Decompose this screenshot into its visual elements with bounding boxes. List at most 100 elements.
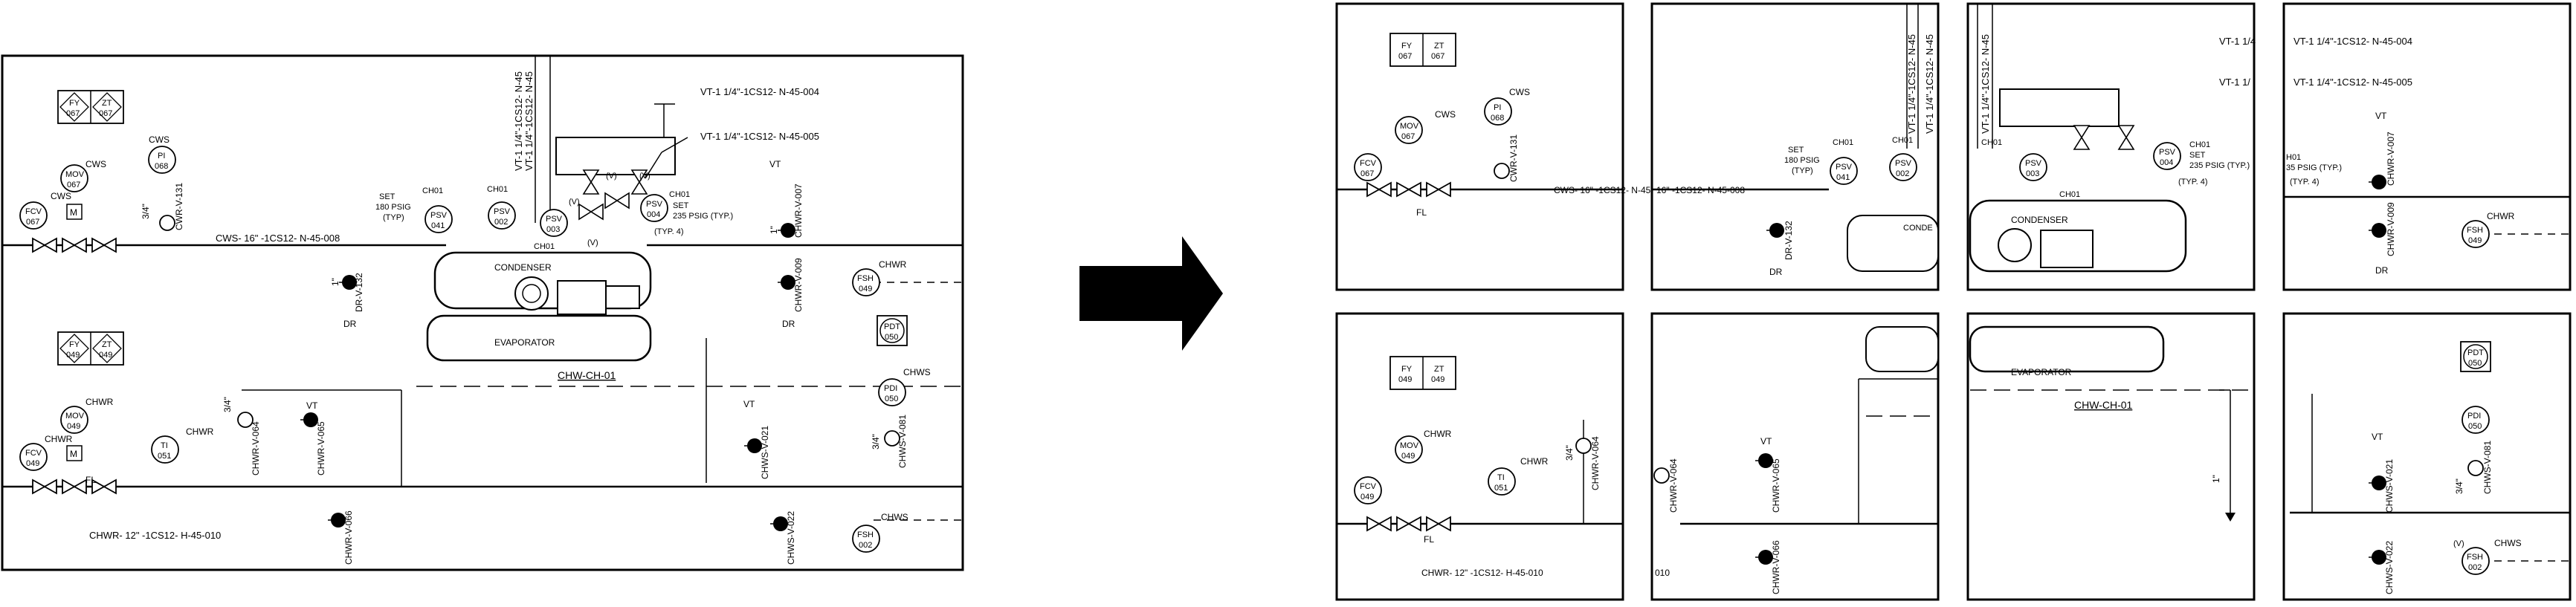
svg-text:068: 068 — [155, 162, 168, 171]
psv-tag: 004 — [2160, 158, 2173, 167]
svg-text:PI: PI — [158, 152, 165, 160]
set-note: 235 PSIG (TYP.) — [673, 212, 733, 221]
psv-label: PSV — [1895, 159, 1912, 168]
svg-text:ZT: ZT — [102, 99, 112, 108]
valve-tag: CHWS-V-022 — [786, 511, 796, 565]
vent-mark: (V) — [2453, 539, 2464, 548]
vt-line-label: VT-1 1/4"-1CS12- N-45-005 — [2293, 77, 2412, 88]
chws-label: CHWS — [903, 367, 931, 377]
valve-tag: CWR-V-131 — [174, 183, 184, 230]
right-arrow-icon — [1079, 236, 1223, 351]
ch01-label: CH01 — [422, 186, 443, 195]
vt-label: VT — [743, 399, 755, 409]
svg-text:FY: FY — [69, 99, 80, 108]
ch01-label: CH01 — [534, 242, 555, 251]
tile-5: FY 049 ZT 049 MOV 049 FCV 049 TI 051 CHWR C… — [1335, 312, 1624, 601]
fcv-tag: 049 — [1360, 493, 1374, 501]
pi-label: PI — [1494, 103, 1501, 112]
condenser-label: CONDE — [1903, 224, 1933, 233]
svg-text:067: 067 — [66, 109, 80, 118]
svg-text:PSV: PSV — [646, 200, 663, 209]
chws-label: CHWS — [881, 512, 908, 522]
cws-label: CWS — [85, 159, 106, 169]
valve-tag: CHWR-V-066 — [343, 510, 354, 565]
fsh-tag: 002 — [2468, 563, 2482, 572]
chwr-label: CHWR — [1424, 429, 1452, 439]
valve-tag: CHWR-V-065 — [1771, 458, 1781, 513]
psv-tag: 002 — [1896, 169, 1909, 178]
svg-text:067: 067 — [26, 218, 39, 227]
set-note: (TYP. 4) — [2178, 178, 2208, 186]
fy-zt-049: FY 049 ZT 049 — [57, 331, 124, 366]
ch01-label: CH01 — [1981, 138, 2002, 147]
vt-label: VT — [306, 400, 318, 411]
dr-label: DR — [782, 319, 795, 329]
fl-label: FL — [1416, 207, 1427, 218]
vt-vertical-tag: VT-1 1/4"-1CS12- N-45 — [1906, 34, 1917, 134]
svg-text:PSV: PSV — [494, 207, 511, 216]
fcv-067: FCV 067 — [19, 201, 48, 230]
chwr-label: CHWR — [2487, 211, 2515, 221]
svg-text:004: 004 — [647, 210, 660, 219]
vent-mark: (V) — [606, 172, 617, 181]
svg-text:051: 051 — [158, 452, 171, 461]
fl-label: FL — [85, 475, 96, 485]
condenser-label: CONDENSER — [494, 262, 552, 273]
pdt-label: PDT — [2467, 348, 2484, 357]
vt-vertical-tag-1: VT-1 1/4"-1CS12- N-45 — [523, 71, 535, 171]
set-note: 180 PSIG — [375, 203, 411, 212]
set-note: SET — [2189, 151, 2206, 160]
psv-tag: 041 — [1836, 173, 1850, 182]
chws-label: CHWS — [2494, 538, 2522, 548]
vt-label: VT — [769, 159, 781, 169]
chwr-label: CHWR — [186, 426, 214, 437]
set-note: (TYP. 4) — [2290, 178, 2320, 186]
valve-tag: CHWR-V-066 — [1771, 540, 1781, 594]
svg-text:002: 002 — [494, 218, 508, 227]
ch01-label: CH01 — [2189, 140, 2210, 149]
cws-label: CWS — [149, 134, 170, 145]
fy-label: FY — [1401, 365, 1413, 374]
fcv-label: FCV — [1360, 159, 1377, 168]
fsh-label: FSH — [2467, 226, 2483, 235]
svg-text:050: 050 — [885, 333, 898, 342]
vent-mark: (V) — [639, 172, 651, 181]
svg-text:050: 050 — [885, 395, 898, 403]
chwr-label: CHWR — [879, 259, 907, 270]
valve-tag: DR-V-132 — [1783, 221, 1794, 260]
valve-tag: CHWS-V-081 — [897, 415, 908, 468]
svg-text:067: 067 — [67, 181, 80, 189]
chiller-tag: CHW-CH-01 — [558, 369, 616, 381]
chwr-label: CHWR — [1520, 456, 1549, 467]
psv-label: PSV — [2025, 159, 2042, 168]
evaporator-label: EVAPORATOR — [494, 337, 555, 348]
pdt-tag: 050 — [2468, 359, 2482, 368]
tile-7: EVAPORATOR CHW-CH-01 1" — [1966, 312, 2256, 601]
ch01-label: CH01 — [1892, 136, 1913, 145]
tile-4: VT-1 1/4"-1CS12- N-45-004 VT-1 1/4"-1CS1… — [2282, 2, 2572, 291]
psv-tag: 003 — [2026, 169, 2039, 178]
pdi-050: PDI 050 — [878, 378, 906, 406]
set-note: (TYP. 4) — [654, 227, 684, 236]
dr-label: DR — [343, 319, 357, 329]
valve-tag: CHWR-V-007 — [793, 184, 804, 238]
set-note: SET — [673, 201, 689, 210]
set-note: SET — [379, 192, 396, 201]
cws-label: CWS — [1509, 87, 1530, 97]
pdi-tag: 050 — [2468, 422, 2482, 431]
fsh-002: FSH 002 — [852, 525, 880, 553]
psv-label: PSV — [1836, 163, 1853, 172]
zt-label: ZT — [1434, 42, 1444, 51]
mov-label: MOV — [1400, 441, 1419, 450]
chwr-pipe-label: CHWR- 12" -1CS12- H-45-010 — [89, 530, 221, 541]
size-label: 3/4" — [141, 204, 151, 219]
ch01-label: CH01 — [1833, 138, 1853, 147]
vent-mark: (V) — [587, 238, 598, 247]
